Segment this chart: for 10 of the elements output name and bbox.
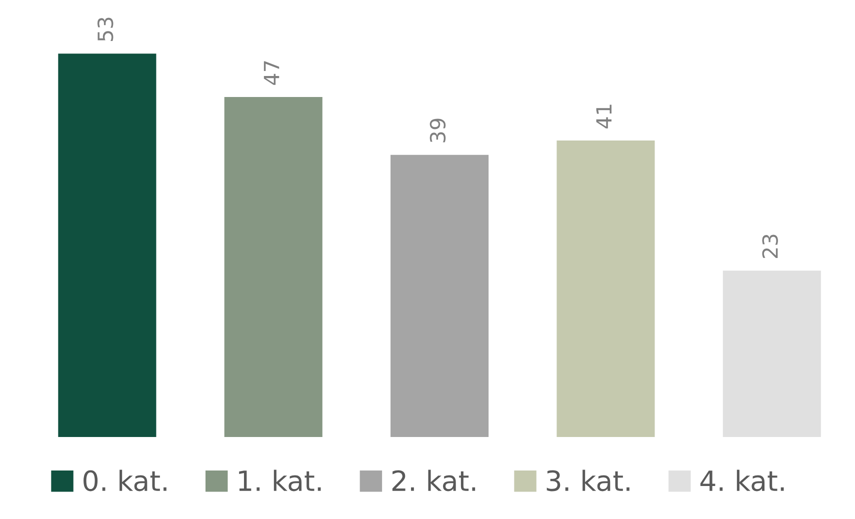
legend-label: 0. kat. (84, 470, 166, 492)
legend-label: 3. kat. (546, 470, 630, 492)
data-label: 47 (264, 61, 280, 85)
data-label: 41 (596, 104, 612, 128)
data-label: 23 (762, 234, 778, 258)
legend-label: 2. kat. (392, 470, 476, 492)
legend-label: 4. kat. (700, 470, 784, 492)
legend-label: 1. kat. (239, 470, 321, 492)
data-label: 53 (97, 18, 114, 41)
data-label: 39 (430, 118, 446, 142)
